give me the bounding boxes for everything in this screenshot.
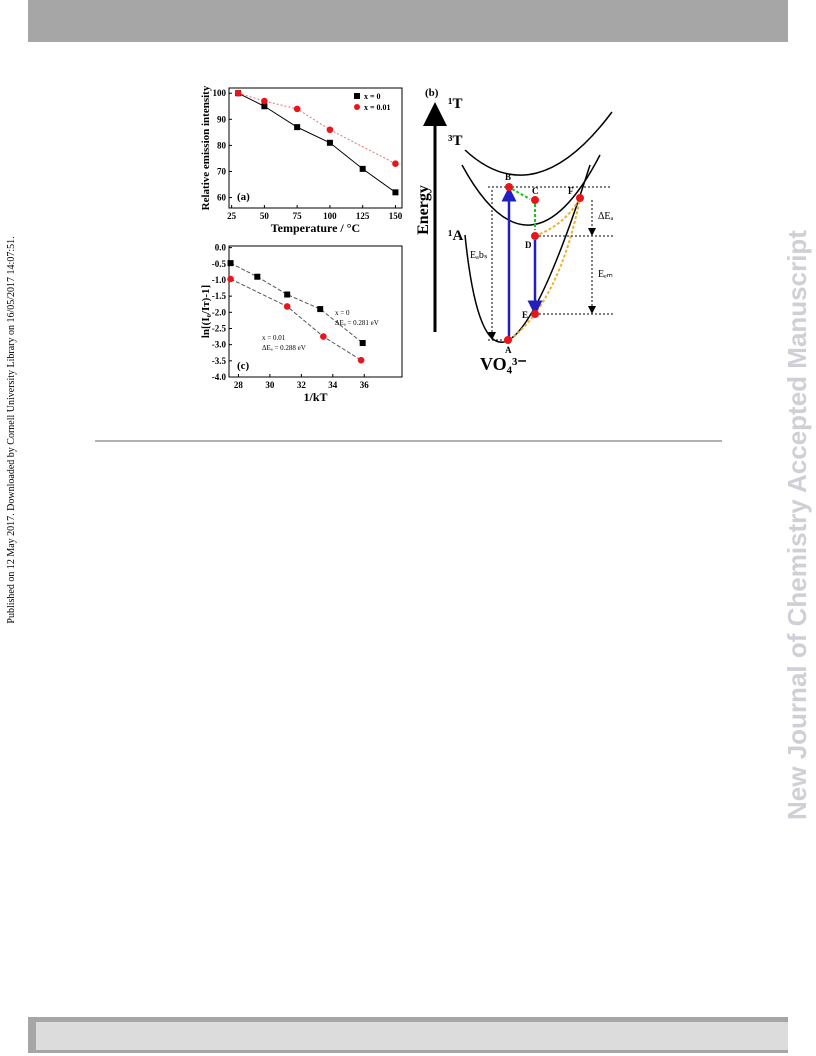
axis-label: Energy [415,185,432,235]
x-tick-label: 100 [323,211,337,221]
panel-label: (a) [237,191,250,203]
header-bar [28,0,788,42]
y-tick-label: -4.0 [212,372,227,382]
ion-label: VO₄³⁻ [480,354,527,374]
point [326,126,334,134]
y-tick-label: 60 [217,193,227,203]
diagram: (b) Energy ¹T ³T ¹A A B C D E F Eₐbₛ Eₑₘ… [415,87,615,374]
point [293,105,301,113]
point [357,356,365,364]
x-axis-label: Temperature / °C [271,221,360,235]
x-axis-label: 1/kT [303,390,327,404]
point-label: C [532,186,539,196]
point-label: F [568,186,574,196]
point-label: D [525,240,532,250]
x-tick-label: 30 [265,380,275,390]
y-tick-label: -2.0 [212,307,227,317]
fit-line [237,92,396,193]
footer-inner [36,1022,788,1050]
panel-label: (b) [425,87,439,99]
x-tick-label: 125 [356,211,370,221]
y-tick-label: -0.5 [212,259,227,269]
state-label: ³T [448,133,463,149]
y-tick-label: 80 [217,140,227,150]
state-label: ¹T [448,96,463,112]
y-tick-label: -1.0 [212,275,227,285]
point [261,103,268,110]
x-tick-label: 34 [328,380,338,390]
y-axis-label: ln[(I₀/Iᴛ)-1] [200,285,212,338]
legend-marker [354,93,360,99]
path-df [534,197,581,237]
curve-1t [464,111,613,176]
point [317,306,324,313]
point [392,189,399,196]
legend-marker [354,104,360,110]
point [234,89,242,97]
point [284,291,291,298]
x-tick-label: 25 [227,211,237,221]
y-tick-label: 0.0 [215,243,227,253]
annotation: ΔEₐ = 0.281 eV [335,319,379,327]
point [392,160,399,167]
guides [488,186,615,341]
legend-label: x = 0.01 [364,103,391,112]
plot-frame [228,245,403,378]
relaxation [511,188,536,230]
e-em: Eₑₘ [598,269,613,280]
point [283,303,291,310]
fit-line [230,278,362,361]
point [227,260,234,267]
x-tick-label: 150 [389,211,403,221]
annotation: x = 0.01 [262,334,286,342]
point-label: E [522,310,528,320]
path-af [509,197,581,341]
point [320,333,327,340]
x-tick-label: 75 [293,211,303,221]
y-tick-label: -3.0 [212,340,227,350]
x-tick-label: 32 [297,380,307,390]
y-tick-label: 90 [217,114,227,124]
state-points [504,183,584,344]
point [254,273,261,280]
x-tick-label: 50 [260,211,270,221]
legend-label: x = 0 [364,92,381,101]
point [359,165,366,172]
panel-label: (c) [237,360,250,372]
x-tick-label: 36 [360,380,370,390]
point-label: B [505,172,511,182]
x-tick-label: 28 [234,380,244,390]
y-tick-label: -3.5 [212,356,227,366]
annotation: ΔEₐ = 0.288 eV [262,344,306,352]
fit-line [230,262,363,344]
y-tick-label: 70 [217,166,227,176]
y-tick-label: -2.5 [212,323,227,333]
annotation: x = 0 [335,309,350,317]
y-axis-label: Relative emission intensity [200,85,212,210]
point [294,124,301,131]
point [359,340,366,347]
e-abs: Eₐbₛ [470,250,488,261]
y-tick-label: -1.5 [212,291,227,301]
point [261,97,268,105]
curve-3t [461,154,601,226]
point-label: A [505,345,512,355]
point [326,139,333,146]
delta-e: ΔEₐ [598,211,614,222]
plot-frame [228,87,403,209]
y-tick-label: 100 [213,88,227,98]
point [227,275,234,283]
state-label: ¹A [448,228,463,244]
sidebar: Published on 12 May 2017. Downloaded by … [6,236,17,623]
watermark: New Journal of Chemistry Accepted Manusc… [782,230,812,820]
